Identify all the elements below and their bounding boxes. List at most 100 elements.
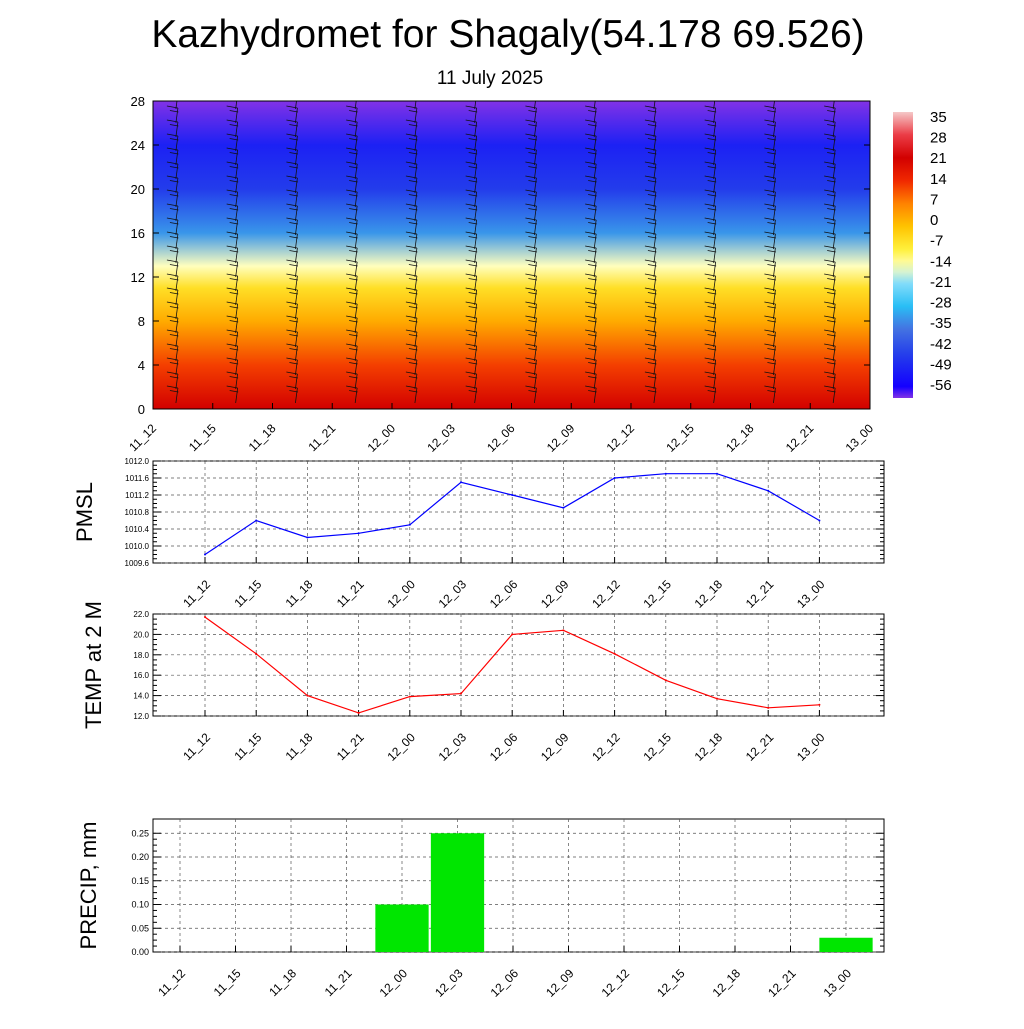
pmsl-x-tick-label: 12_21 (743, 577, 777, 611)
profile-x-tick-label: 11_15 (186, 421, 219, 454)
pmsl-x-tick-label: 12_09 (538, 577, 572, 611)
precip-y-axis-title: PRECIP, mm (76, 822, 101, 950)
temp-y-tick-label: 22.0 (133, 610, 149, 619)
pmsl-data-point (613, 477, 616, 479)
temperature-panel: 12.0 14.0 16.0 18.0 20.0 22.0 11_12 11_15 11_18 1… (81, 601, 885, 764)
profile-x-tick-label: 12_09 (544, 421, 578, 455)
colorbar-label: 7 (930, 191, 938, 208)
pmsl-x-tick-label: 13_00 (794, 577, 828, 611)
pmsl-x-tick-label: 11_12 (180, 577, 213, 610)
precip-bar (375, 904, 429, 952)
colorbar-label: 28 (930, 130, 947, 147)
precip-x-tick-label: 12_18 (710, 966, 744, 1000)
temp-data-point (562, 629, 565, 632)
profile-y-tick-label: 8 (138, 314, 145, 329)
profile-x-tick-label: 11_18 (246, 421, 279, 454)
profile-x-tick-label: 13_00 (843, 421, 877, 455)
pmsl-x-tick-label: 12_15 (640, 577, 674, 611)
temp-y-tick-label: 18.0 (133, 651, 149, 660)
precip-y-tick-label: 0.00 (131, 947, 149, 957)
temp-x-tick-label: 12_21 (743, 730, 777, 764)
temp-x-tick-label: 11_15 (231, 730, 264, 763)
pmsl-x-tick-label: 12_00 (384, 577, 418, 611)
precip-x-tick-label: 12_12 (599, 966, 633, 1000)
colorbar-label: 21 (930, 150, 947, 167)
temp-y-tick-label: 14.0 (133, 692, 149, 701)
temperature-field (153, 101, 870, 409)
colorbar-label: -49 (930, 356, 952, 373)
precip-y-tick-label: 0.25 (131, 828, 149, 838)
temp-data-point (204, 616, 206, 619)
temp-y-tick-label: 16.0 (133, 671, 149, 680)
pmsl-data-point (460, 481, 462, 484)
profile-x-tick-label: 12_03 (424, 421, 458, 455)
precip-x-tick-label: 13_00 (821, 966, 855, 1000)
precip-y-tick-label: 0.10 (131, 900, 149, 910)
colorbar-label: -28 (930, 295, 952, 312)
temp-data-point (357, 711, 360, 714)
pmsl-data-point (818, 519, 821, 522)
profile-x-tick-label: 12_06 (484, 421, 518, 455)
colorbar-label: 0 (930, 212, 938, 229)
pmsl-y-tick-label: 1010.0 (125, 542, 150, 551)
profile-y-tick-label: 24 (131, 138, 145, 153)
colorbar-label: -7 (930, 233, 943, 250)
precip-bar (430, 833, 485, 952)
pmsl-x-tick-label: 11_21 (334, 577, 367, 610)
colorbar-label: 14 (930, 171, 947, 188)
temp-y-axis-title: TEMP at 2 M (81, 601, 106, 729)
pmsl-x-tick-label: 11_15 (231, 577, 264, 610)
pmsl-y-tick-label: 1010.4 (125, 525, 150, 534)
temp-x-tick-label: 12_15 (640, 730, 674, 764)
profile-x-tick-label: 12_15 (663, 421, 697, 455)
profile-x-tick-label: 12_21 (783, 421, 817, 455)
profile-y-tick-label: 16 (131, 226, 145, 241)
precip-bar (819, 937, 873, 952)
temp-data-point (818, 703, 821, 706)
precip-x-tick-label: 12_09 (543, 966, 577, 1000)
colorbar: 35 28 21 14 7 0 -7 -14 -21 -28 -35 -42 -49 -56 (893, 109, 952, 398)
temp-y-tick-label: 20.0 (133, 630, 149, 639)
precip-y-tick-label: 0.05 (131, 923, 149, 933)
pmsl-y-tick-label: 1009.6 (125, 559, 150, 568)
pmsl-data-point (716, 472, 718, 475)
temp-x-tick-label: 12_12 (589, 730, 623, 764)
pmsl-data-point (767, 489, 770, 492)
profile-x-tick-label: 11_12 (126, 421, 159, 454)
precip-x-tick-label: 11_18 (266, 966, 299, 999)
temp-x-tick-label: 13_00 (794, 730, 828, 764)
pmsl-y-tick-label: 1011.2 (125, 491, 149, 500)
temp-data-point (664, 679, 667, 682)
pmsl-data-point (306, 536, 309, 539)
temp-x-tick-label: 12_09 (538, 730, 572, 764)
colorbar-label: 35 (930, 109, 947, 126)
precip-x-tick-label: 12_03 (432, 966, 466, 1000)
chart-title: Kazhydromet for Shagaly(54.178 69.526) (151, 13, 864, 56)
temp-data-point (613, 652, 616, 655)
temp-data-point (511, 633, 514, 636)
precip-frame (152, 818, 885, 953)
temperature-profile-panel: 0 4 8 12 16 20 24 28 11_12 11_15 11_18 11_21 12_00 12… (126, 94, 877, 455)
pmsl-x-tick-label: 12_12 (589, 577, 623, 611)
temp-data-point (716, 697, 718, 700)
pmsl-y-tick-label: 1011.6 (125, 474, 149, 483)
colorbar-label: -14 (930, 253, 952, 270)
colorbar-label: -21 (930, 274, 952, 291)
profile-x-tick-label: 12_18 (723, 421, 757, 455)
wind-barbs (166, 101, 836, 404)
temp-data-point (306, 694, 309, 697)
colorbar-label: -42 (930, 336, 952, 353)
profile-y-tick-label: 0 (138, 402, 145, 417)
precip-y-tick-label: 0.20 (131, 852, 149, 862)
profile-x-tick-label: 12_12 (604, 421, 638, 455)
precip-x-tick-label: 12_06 (488, 966, 522, 1000)
profile-y-tick-label: 12 (131, 270, 145, 285)
pmsl-data-point (562, 506, 565, 509)
pmsl-data-point (357, 532, 360, 535)
temp-x-tick-label: 12_06 (487, 730, 521, 764)
pmsl-panel: 1009.6 1010.0 1010.4 1010.8 1011.2 1011.6 1012… (72, 457, 885, 611)
temp-data-point (460, 692, 462, 695)
pmsl-data-point (408, 523, 411, 526)
